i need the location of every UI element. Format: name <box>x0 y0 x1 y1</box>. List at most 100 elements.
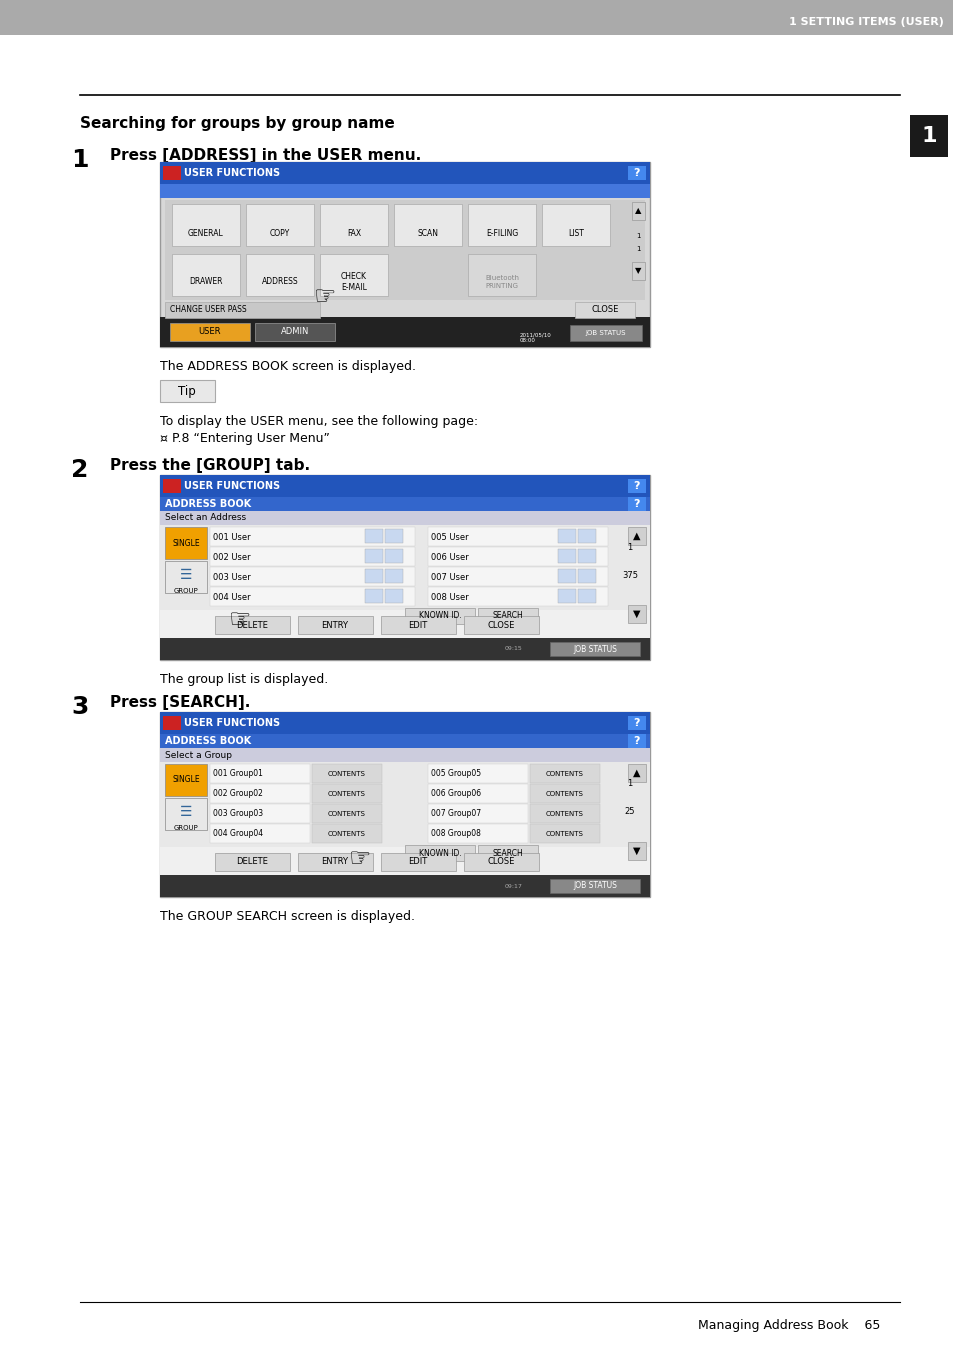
Text: 006 Group06: 006 Group06 <box>431 789 480 798</box>
Bar <box>468 204 536 246</box>
Text: CONTENTS: CONTENTS <box>328 811 366 817</box>
Bar <box>385 530 402 543</box>
Bar <box>210 804 310 823</box>
Bar <box>428 824 527 843</box>
Bar <box>160 497 649 511</box>
Bar <box>463 852 538 871</box>
Bar <box>380 852 456 871</box>
Bar <box>477 844 537 861</box>
Text: Searching for groups by group name: Searching for groups by group name <box>80 116 395 131</box>
Bar <box>163 480 181 493</box>
Bar <box>0 0 953 35</box>
Text: Bluetooth
PRINTING: Bluetooth PRINTING <box>484 276 518 289</box>
Text: ☰: ☰ <box>179 805 193 819</box>
Bar <box>541 204 609 246</box>
Bar <box>160 712 649 897</box>
Text: 008 User: 008 User <box>431 593 468 601</box>
Text: 002 Group02: 002 Group02 <box>213 789 263 798</box>
Text: JOB STATUS: JOB STATUS <box>573 644 617 654</box>
Text: USER FUNCTIONS: USER FUNCTIONS <box>184 717 280 728</box>
Bar <box>160 847 649 875</box>
Bar <box>160 734 649 748</box>
Bar <box>569 326 641 340</box>
Bar <box>297 616 373 634</box>
Bar <box>578 549 596 563</box>
Text: ADDRESS: ADDRESS <box>261 277 298 286</box>
Text: 002 User: 002 User <box>213 553 251 562</box>
Text: 007 User: 007 User <box>431 573 468 581</box>
Bar <box>160 638 649 661</box>
Bar <box>558 549 576 563</box>
Text: GROUP: GROUP <box>173 588 198 594</box>
Bar <box>365 549 382 563</box>
Bar <box>365 569 382 584</box>
Bar <box>160 611 649 638</box>
Text: 006 User: 006 User <box>431 553 468 562</box>
Text: DELETE: DELETE <box>235 858 268 866</box>
Bar <box>165 200 644 300</box>
Bar <box>428 784 527 802</box>
Bar <box>909 115 947 157</box>
Bar <box>165 527 207 559</box>
Bar <box>428 586 607 607</box>
Text: The GROUP SEARCH screen is displayed.: The GROUP SEARCH screen is displayed. <box>160 911 415 923</box>
Text: GROUP: GROUP <box>173 825 198 831</box>
Bar <box>163 716 181 730</box>
Bar <box>160 511 649 526</box>
Bar <box>385 589 402 603</box>
Bar <box>254 323 335 340</box>
Bar <box>210 586 415 607</box>
Text: CONTENTS: CONTENTS <box>328 831 366 838</box>
Bar <box>578 530 596 543</box>
Bar <box>214 852 290 871</box>
Text: SINGLE: SINGLE <box>172 775 199 785</box>
Text: CONTENTS: CONTENTS <box>545 811 583 817</box>
Bar <box>477 608 537 624</box>
Bar <box>210 824 310 843</box>
Bar <box>165 765 207 796</box>
Text: GENERAL: GENERAL <box>188 230 224 239</box>
Bar <box>530 824 599 843</box>
Bar <box>297 852 373 871</box>
Text: 1: 1 <box>921 126 936 146</box>
Text: ADMIN: ADMIN <box>280 327 309 336</box>
Bar <box>558 569 576 584</box>
Bar <box>380 616 456 634</box>
Text: USER: USER <box>198 327 221 336</box>
Bar <box>214 616 290 634</box>
Text: 2: 2 <box>71 458 89 482</box>
Text: 1: 1 <box>635 246 639 253</box>
Text: ☞: ☞ <box>314 285 335 309</box>
Text: ENTRY: ENTRY <box>321 858 348 866</box>
Bar <box>172 204 240 246</box>
Text: ▼: ▼ <box>633 846 640 857</box>
Bar <box>627 166 645 180</box>
Text: 25: 25 <box>624 808 635 816</box>
Text: 1: 1 <box>635 232 639 239</box>
Text: SCAN: SCAN <box>417 230 438 239</box>
Bar <box>160 162 649 184</box>
Bar <box>312 804 381 823</box>
Text: USER FUNCTIONS: USER FUNCTIONS <box>184 168 280 178</box>
Text: The group list is displayed.: The group list is displayed. <box>160 673 328 686</box>
Text: 004 Group04: 004 Group04 <box>213 830 263 839</box>
Text: 2011/05/10: 2011/05/10 <box>519 332 551 338</box>
Text: EDIT: EDIT <box>408 620 427 630</box>
Text: 007 Group07: 007 Group07 <box>431 809 480 819</box>
Text: CLOSE: CLOSE <box>487 858 515 866</box>
Bar <box>627 734 645 748</box>
Bar <box>394 204 461 246</box>
Bar <box>172 254 240 296</box>
Text: Select a Group: Select a Group <box>165 751 232 759</box>
Text: CONTENTS: CONTENTS <box>545 790 583 797</box>
Text: 1: 1 <box>627 543 632 551</box>
Bar <box>365 589 382 603</box>
Text: ?: ? <box>633 736 639 746</box>
Bar <box>405 844 475 861</box>
Bar <box>627 842 645 861</box>
Text: ?: ? <box>633 168 639 178</box>
Text: ☞: ☞ <box>349 847 371 871</box>
Bar <box>558 589 576 603</box>
Bar <box>160 380 214 403</box>
Bar <box>627 527 645 544</box>
